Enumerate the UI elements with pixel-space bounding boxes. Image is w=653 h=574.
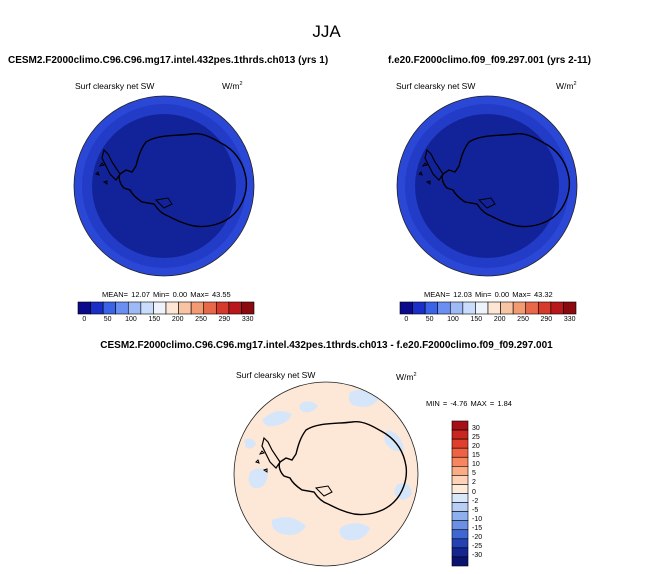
colorbar-swatch: [500, 301, 514, 315]
colorbar-tick-label: -15: [472, 524, 483, 532]
colorbar-swatch: [451, 484, 469, 494]
colorbar-difference: [451, 420, 469, 567]
colorbar-tick-label: 100: [447, 316, 459, 323]
colorbar-tick-label: -5: [472, 506, 479, 514]
colorbar-swatch: [153, 301, 167, 315]
colorbar-swatch: [451, 547, 469, 558]
variable-label-right: Surf clearsky net SW: [396, 81, 476, 91]
colorbar-tick-label: 290: [218, 316, 231, 323]
colorbar-swatch: [512, 301, 527, 315]
colorbar-swatch: [228, 301, 242, 315]
colorbar-swatch: [563, 301, 577, 315]
colorbar-tick-label: -20: [472, 533, 483, 541]
colorbar-tick-label: -10: [472, 515, 483, 523]
colorbar-swatch: [178, 301, 192, 315]
colorbar-tick-label: -2: [472, 497, 479, 505]
colorbar-swatch: [451, 447, 469, 458]
variable-label-difference: Surf clearsky net SW: [236, 370, 316, 380]
colorbar-tick-label: 290: [540, 316, 553, 323]
colorbar-tick-label: 200: [493, 316, 506, 323]
colorbar-swatch: [241, 301, 255, 315]
colorbar-swatch: [451, 456, 469, 467]
map-left: [73, 95, 255, 277]
colorbar-swatch: [102, 301, 117, 315]
colorbar-tick-label: 0: [472, 488, 476, 496]
colorbar-tick-label: 200: [171, 316, 184, 323]
colorbar-swatch: [451, 466, 469, 476]
colorbar-swatch: [399, 301, 413, 315]
colorbar-swatch: [451, 556, 469, 567]
colorbar-tick-label: 15: [472, 452, 480, 460]
colorbar-swatch: [412, 301, 426, 315]
colorbar-tick-label: 25: [472, 434, 480, 442]
season-title: JJA: [312, 22, 341, 41]
units-label-difference: W/m2: [396, 372, 417, 382]
colorbar-tick-label: 330: [563, 316, 576, 323]
colorbar-tick-label: 0: [404, 316, 409, 323]
colorbar-tick-label: 250: [517, 316, 529, 323]
stats-left: MEAN= 12.07 Min= 0.00 Max= 43.55: [102, 290, 231, 299]
colorbar-swatch: [451, 502, 469, 512]
colorbar-right: [399, 301, 577, 315]
colorbar-tick-label: 30: [472, 425, 480, 433]
colorbar-left: [77, 301, 255, 315]
colorbar-swatch: [451, 520, 469, 531]
colorbar-tick-label: 20: [472, 443, 480, 451]
colorbar-swatch: [451, 438, 469, 449]
colorbar-swatch: [451, 420, 469, 431]
colorbar-swatch: [451, 429, 469, 440]
colorbar-tick-label: 150: [148, 316, 161, 323]
colorbar-swatch: [424, 301, 439, 315]
colorbar-tick-label: 150: [470, 316, 483, 323]
colorbar-tick-label: 100: [125, 316, 137, 323]
colorbar-swatch: [475, 301, 489, 315]
difference-title: CESM2.F2000climo.C96.C96.mg17.intel.432p…: [100, 340, 553, 351]
colorbar-swatch: [462, 301, 476, 315]
colorbar-tick-label: 250: [195, 316, 207, 323]
colorbar-tick-label: 0: [82, 316, 87, 323]
units-label-left: W/m2: [222, 81, 243, 91]
map-right: [396, 95, 578, 277]
colorbar-tick-label: 5: [472, 470, 476, 478]
colorbar-swatch: [90, 301, 104, 315]
colorbar-swatch: [203, 301, 217, 315]
colorbar-swatch: [487, 301, 501, 315]
colorbar-swatch: [451, 511, 469, 521]
units-label-right: W/m2: [556, 81, 577, 91]
stats-right: MEAN= 12.03 Min= 0.00 Max= 43.32: [424, 290, 553, 299]
colorbar-tick-label: 50: [103, 316, 112, 323]
colorbar-swatch: [165, 301, 179, 315]
colorbar-swatch: [437, 301, 451, 315]
colorbar-swatch: [190, 301, 205, 315]
colorbar-swatch: [115, 301, 129, 315]
colorbar-swatch: [451, 475, 469, 485]
colorbar-swatch: [550, 301, 564, 315]
colorbar-tick-label: -30: [472, 551, 483, 559]
variable-label-left: Surf clearsky net SW: [75, 81, 155, 91]
colorbar-swatch: [451, 493, 469, 503]
map-difference: [233, 381, 419, 567]
colorbar-swatch: [77, 301, 91, 315]
case-title-right: f.e20.F2000climo.f09_f09.297.001 (yrs 2-…: [388, 55, 591, 66]
colorbar-swatch: [525, 301, 539, 315]
colorbar-swatch: [451, 538, 469, 549]
colorbar-swatch: [127, 301, 142, 315]
colorbar-tick-label: 2: [472, 479, 476, 487]
colorbar-tick-label: 50: [425, 316, 434, 323]
colorbar-tick-label: 330: [241, 316, 254, 323]
colorbar-swatch: [215, 301, 230, 315]
colorbar-tick-label: -25: [472, 542, 483, 550]
colorbar-swatch: [140, 301, 154, 315]
stats-difference: MIN = -4.76 MAX = 1.84: [426, 399, 512, 408]
colorbar-swatch: [449, 301, 464, 315]
colorbar-tick-label: 10: [472, 461, 480, 469]
colorbar-swatch: [451, 529, 469, 540]
case-title-left: CESM2.F2000climo.C96.C96.mg17.intel.432p…: [8, 55, 329, 66]
colorbar-swatch: [537, 301, 552, 315]
